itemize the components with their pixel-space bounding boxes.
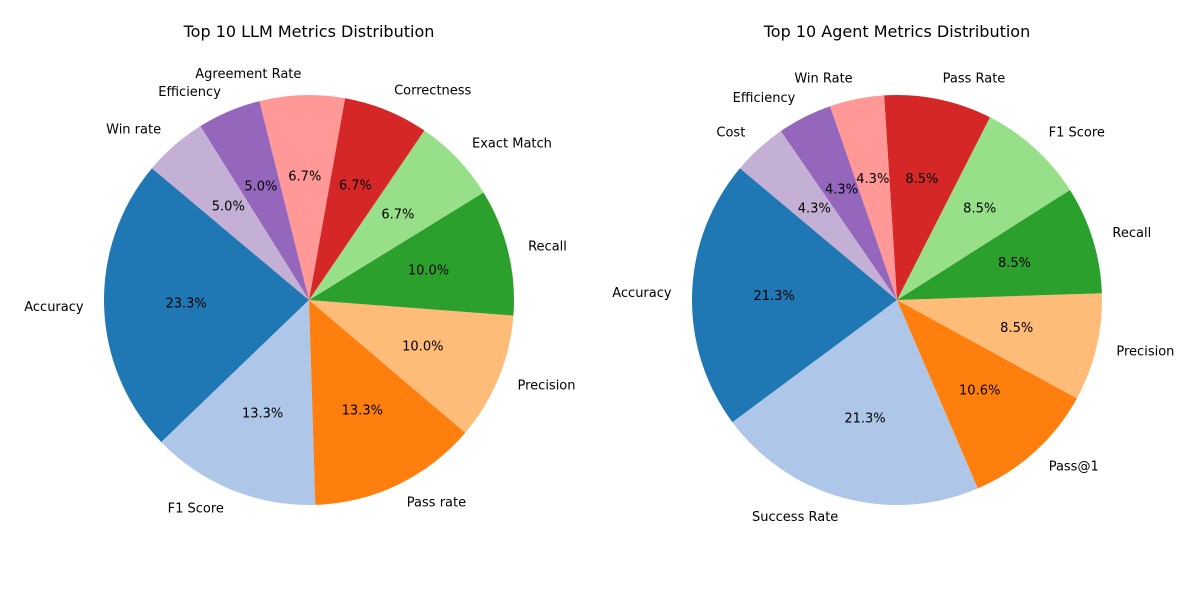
llm-label-f1-score: F1 Score — [168, 501, 224, 516]
agent-percent-precision: 8.5% — [1000, 321, 1033, 336]
agent-label-passat1: Pass@1 — [1049, 459, 1099, 474]
agent-percent-pass-rate: 8.5% — [905, 172, 938, 187]
agent-percent-f1-score: 8.5% — [963, 201, 996, 216]
agent-percent-cost: 4.3% — [798, 202, 831, 217]
agent-pie-labels: Accuracy 21.3% Success Rate 21.3% Pass@1 10.6… — [612, 71, 1174, 525]
agent-label-win-rate: Win Rate — [794, 71, 852, 86]
llm-label-efficiency: Efficiency — [158, 85, 221, 100]
agent-slice-efficiency — [780, 106, 897, 300]
llm-label-accuracy: Accuracy — [24, 300, 84, 315]
llm-pie-labels: Accuracy 23.3% F1 Score 13.3% Pass rate 13.3%… — [24, 67, 575, 516]
agent-percent-recall: 8.5% — [998, 256, 1031, 271]
agent-slice-cost — [739, 131, 897, 300]
agent-percent-efficiency: 4.3% — [825, 183, 858, 198]
llm-chart-title: Top 10 LLM Metrics Distribution — [183, 22, 435, 41]
llm-metrics-pie-chart: Top 10 LLM Metrics Distribution Accuracy… — [24, 22, 575, 516]
agent-slice-win-rate — [830, 95, 897, 300]
agent-chart-title: Top 10 Agent Metrics Distribution — [763, 22, 1030, 41]
llm-label-precision: Precision — [518, 378, 576, 393]
llm-percent-precision: 10.0% — [402, 339, 443, 354]
agent-percent-accuracy: 21.3% — [753, 289, 794, 304]
agent-percent-success-rate: 21.3% — [844, 411, 885, 426]
llm-percent-correctness: 6.7% — [339, 179, 372, 194]
llm-slice-pass-rate — [309, 300, 466, 505]
agent-label-f1-score: F1 Score — [1049, 126, 1105, 141]
llm-label-exact-match: Exact Match — [472, 137, 552, 152]
agent-metrics-pie-chart: Top 10 Agent Metrics Distribution Accura… — [612, 22, 1174, 525]
agent-label-efficiency: Efficiency — [733, 91, 796, 106]
llm-percent-win-rate: 5.0% — [212, 200, 245, 215]
llm-slice-f1-score — [161, 300, 316, 505]
llm-slice-correctness — [309, 98, 425, 300]
llm-percent-exact-match: 6.7% — [381, 208, 414, 223]
agent-percent-win-rate: 4.3% — [856, 172, 889, 187]
agent-label-success-rate: Success Rate — [752, 510, 838, 525]
agent-pie-slices — [691, 95, 1103, 505]
llm-percent-pass-rate: 13.3% — [342, 403, 383, 418]
agent-label-recall: Recall — [1112, 226, 1151, 241]
agent-slice-passat1 — [897, 300, 1077, 489]
agent-label-precision: Precision — [1116, 345, 1174, 360]
llm-percent-f1-score: 13.3% — [242, 406, 283, 421]
llm-pie-slices — [103, 95, 515, 505]
agent-slice-pass-rate — [884, 95, 990, 300]
llm-label-agreement-rate: Agreement Rate — [195, 67, 301, 82]
agent-slice-recall — [897, 189, 1102, 300]
llm-slice-exact-match — [309, 130, 484, 300]
llm-percent-recall: 10.0% — [408, 264, 449, 279]
llm-label-pass-rate: Pass rate — [407, 496, 466, 511]
agent-label-cost: Cost — [716, 126, 745, 141]
llm-label-win-rate: Win rate — [106, 122, 161, 137]
agent-label-accuracy: Accuracy — [612, 286, 672, 301]
llm-slice-agreement-rate — [259, 95, 346, 300]
llm-percent-efficiency: 5.0% — [244, 179, 277, 194]
llm-percent-agreement-rate: 6.7% — [288, 170, 321, 185]
agent-label-pass-rate: Pass Rate — [943, 72, 1006, 87]
llm-label-recall: Recall — [528, 239, 567, 254]
llm-slice-precision — [309, 300, 514, 433]
llm-slice-efficiency — [200, 101, 309, 300]
agent-slice-success-rate — [732, 300, 978, 505]
llm-label-correctness: Correctness — [394, 84, 471, 99]
agent-slice-accuracy — [691, 168, 897, 423]
llm-percent-accuracy: 23.3% — [165, 297, 206, 312]
agent-percent-passat1: 10.6% — [959, 384, 1000, 399]
llm-slice-win-rate — [151, 126, 309, 301]
llm-slice-accuracy — [103, 168, 310, 443]
llm-slice-recall — [309, 192, 515, 316]
agent-slice-f1-score — [897, 117, 1070, 300]
agent-slice-precision — [897, 293, 1103, 399]
